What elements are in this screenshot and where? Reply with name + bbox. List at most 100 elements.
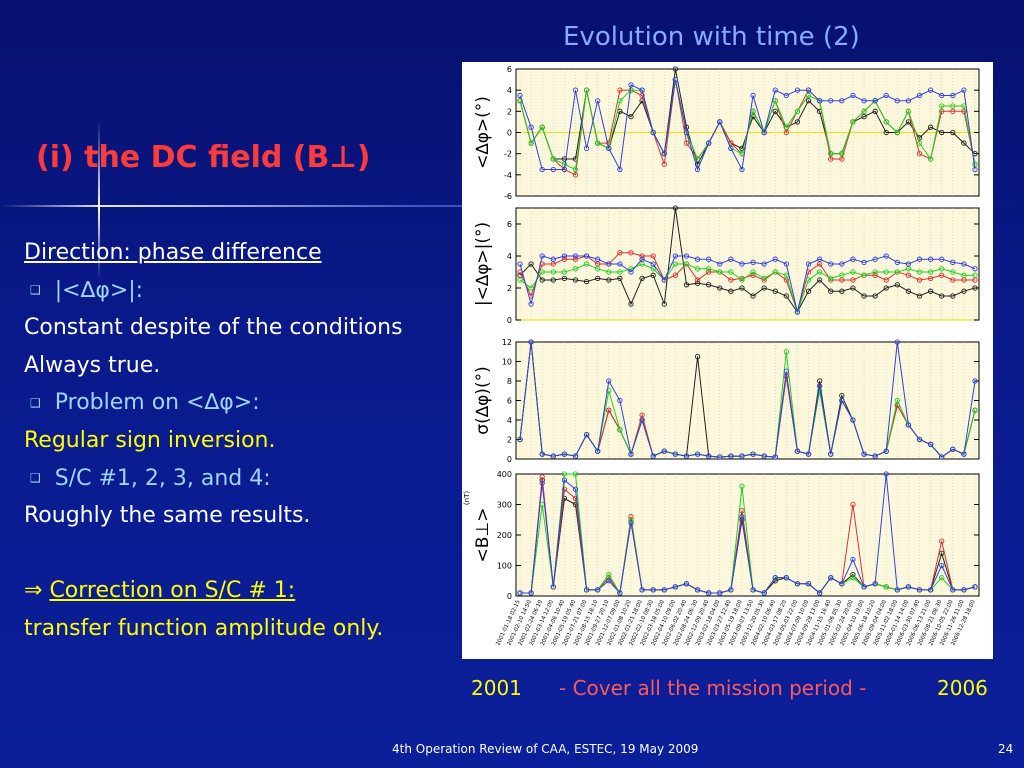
- data-point: [728, 269, 734, 275]
- y-tick-label: -4: [504, 171, 512, 180]
- data-point: [894, 339, 900, 345]
- data-point: [628, 113, 634, 120]
- data-point: [772, 108, 778, 114]
- data-point: [972, 378, 978, 384]
- y-tick-label: 12: [502, 338, 512, 347]
- y-tick-label: 4: [507, 416, 512, 425]
- data-point: [617, 397, 623, 404]
- data-point: [961, 140, 967, 146]
- data-point: [916, 269, 923, 275]
- data-point: [883, 119, 889, 125]
- y-tick-label: 10: [502, 358, 512, 367]
- data-point: [639, 92, 645, 99]
- data-point: [905, 272, 912, 278]
- data-point: [606, 140, 612, 146]
- data-point: [816, 383, 823, 389]
- data-point: [672, 66, 679, 72]
- data-point: [595, 587, 601, 593]
- data-point: [916, 140, 923, 146]
- data-point: [572, 266, 579, 272]
- data-point: [694, 266, 701, 272]
- data-point: [883, 448, 889, 454]
- data-point: [750, 259, 756, 266]
- data-point: [839, 392, 845, 399]
- y-tick-label: 6: [507, 65, 512, 74]
- square-bullet-icon: ❑: [30, 470, 41, 485]
- data-point: [528, 124, 534, 130]
- data-point: [972, 166, 978, 173]
- data-point: [805, 261, 812, 267]
- data-point: [850, 575, 856, 581]
- data-point: [550, 166, 556, 173]
- data-point: [772, 454, 778, 460]
- data-point: [639, 87, 645, 93]
- data-point: [717, 590, 723, 596]
- data-point: [694, 156, 701, 162]
- data-point: [961, 587, 967, 593]
- data-point: [939, 293, 945, 299]
- y-tick-label: 2: [507, 284, 512, 293]
- data-point: [672, 272, 679, 278]
- data-point: [539, 166, 545, 173]
- y-tick-label: 0: [507, 129, 512, 138]
- data-point: [606, 378, 612, 384]
- data-point: [850, 417, 856, 423]
- data-point: [905, 261, 912, 267]
- data-point: [927, 269, 934, 275]
- data-point: [583, 431, 590, 438]
- data-point: [528, 261, 534, 267]
- data-point: [950, 108, 956, 114]
- data-point: [839, 581, 845, 587]
- data-point: [628, 451, 634, 457]
- data-point: [728, 256, 734, 262]
- data-point: [550, 269, 556, 275]
- data-point: [761, 261, 767, 267]
- data-point: [783, 293, 789, 299]
- data-point: [939, 266, 945, 272]
- data-point: [672, 76, 679, 83]
- data-point: [550, 156, 556, 162]
- data-point: [550, 256, 556, 262]
- data-point: [972, 407, 978, 413]
- data-point: [861, 108, 867, 114]
- data-point: [606, 261, 612, 267]
- data-point: [839, 98, 845, 104]
- data-point: [939, 256, 945, 262]
- data-point: [617, 275, 623, 282]
- data-point: [572, 453, 579, 459]
- data-point: [828, 98, 834, 104]
- data-point: [606, 407, 612, 413]
- data-point: [905, 584, 912, 590]
- data-point: [872, 581, 878, 587]
- data-point: [939, 272, 945, 278]
- data-point: [972, 272, 978, 278]
- data-point: [850, 256, 856, 262]
- data-point: [517, 277, 523, 283]
- data-point: [805, 581, 812, 587]
- section-title: (i) the DC field (B⊥): [36, 140, 371, 175]
- body-line-1a: Constant despite of the conditions: [24, 315, 403, 341]
- data-point: [850, 92, 856, 99]
- data-point: [595, 266, 601, 272]
- data-point: [916, 293, 923, 299]
- data-point: [794, 448, 801, 454]
- data-point: [916, 587, 923, 593]
- data-point: [861, 293, 867, 299]
- data-point: [639, 275, 645, 282]
- data-point: [783, 129, 789, 136]
- data-point: [550, 453, 556, 459]
- data-point: [772, 256, 778, 262]
- data-point: [561, 156, 568, 162]
- data-point: [739, 145, 745, 152]
- data-point: [595, 98, 601, 104]
- data-point: [683, 581, 690, 587]
- data-point: [950, 269, 956, 275]
- data-point: [894, 269, 900, 275]
- data-point: [927, 441, 934, 448]
- y-tick-label: 0: [507, 455, 512, 464]
- data-point: [861, 259, 867, 266]
- data-point: [883, 129, 889, 136]
- data-point: [850, 269, 856, 275]
- data-point: [683, 261, 690, 267]
- data-point: [572, 486, 579, 492]
